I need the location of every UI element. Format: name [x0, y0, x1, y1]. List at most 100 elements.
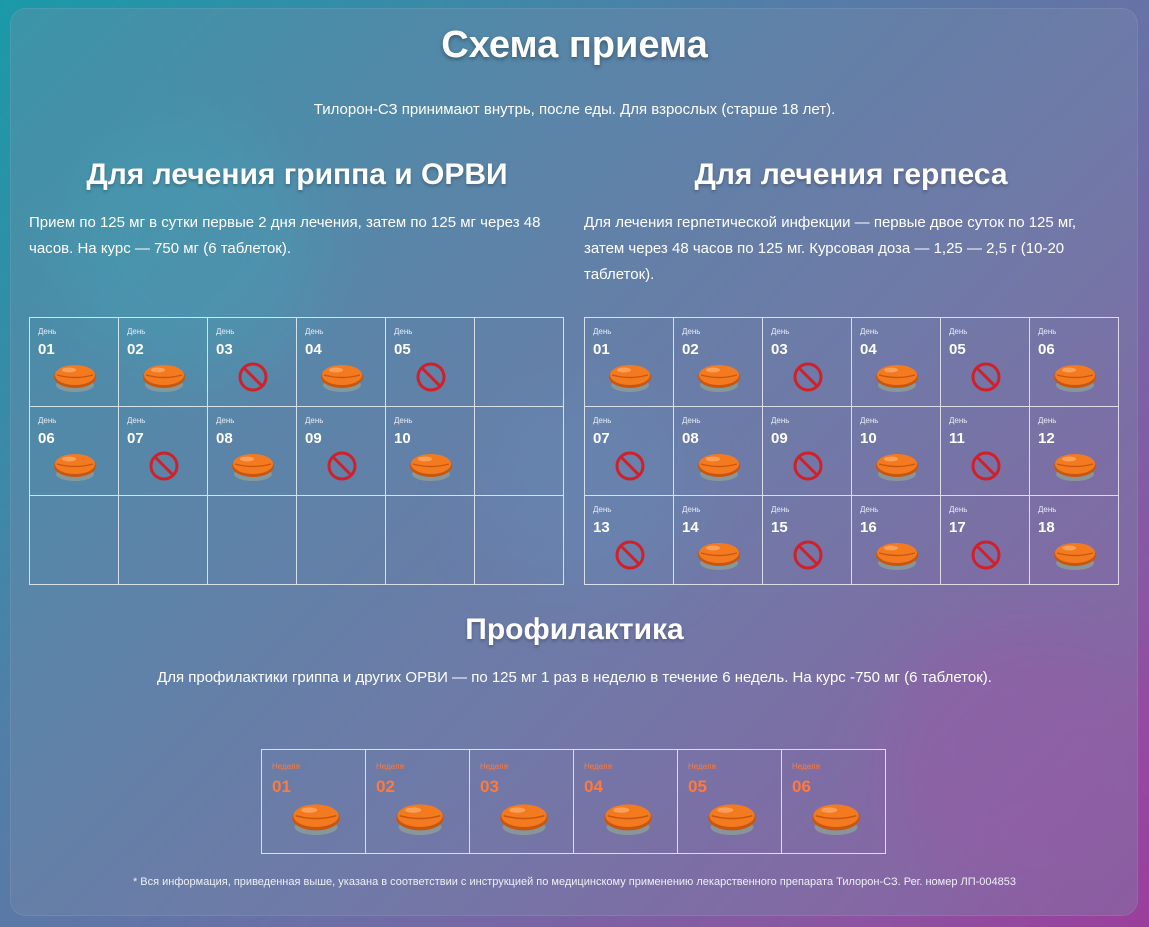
herpes-section-text: Для лечения герпетической инфекции — пер… [584, 214, 1077, 283]
flu-section-text: Прием по 125 мг в сутки первые 2 дня леч… [29, 214, 541, 257]
day-label: День [860, 416, 879, 425]
day-cell-16: День 16 [852, 496, 941, 585]
day-number: 03 [771, 341, 788, 358]
day-number: 10 [860, 430, 877, 447]
day-label: День [216, 327, 235, 336]
day-label: День [394, 327, 413, 336]
day-cell-04: День 04 [852, 318, 941, 407]
day-cell-05: День 05 [386, 318, 475, 407]
pill-icon [874, 538, 920, 572]
pill-icon [1052, 538, 1098, 572]
day-number: 09 [305, 430, 322, 447]
pill-icon [874, 449, 920, 483]
week-cell-02: Неделя 02 [366, 750, 470, 854]
week-number: 05 [688, 777, 707, 796]
prophylaxis-section-text: Для профилактики гриппа и других ОРВИ — … [157, 669, 992, 686]
day-cell-07: День 07 [119, 407, 208, 496]
herpes-section-title: Для лечения герпеса [694, 158, 1008, 191]
day-number: 07 [593, 430, 610, 447]
no-icon [785, 360, 831, 394]
prophylaxis-schedule-grid: Неделя 01 Неделя 02 Неделя 03 Неделя 04 Неделя 05… [261, 749, 886, 854]
day-label: День [593, 416, 612, 425]
day-number: 02 [127, 341, 144, 358]
day-number: 02 [682, 341, 699, 358]
day-cell-18: День 18 [1030, 496, 1119, 585]
pill-icon [1052, 449, 1098, 483]
day-label: День [593, 505, 612, 514]
week-cell-04: Неделя 04 [574, 750, 678, 854]
day-number: 13 [593, 519, 610, 536]
day-label: День [682, 416, 701, 425]
no-icon [319, 449, 365, 483]
day-number: 08 [216, 430, 233, 447]
day-label: День [860, 505, 879, 514]
day-number: 17 [949, 519, 966, 536]
empty-cell [475, 407, 564, 496]
day-cell-04: День 04 [297, 318, 386, 407]
day-cell-03: День 03 [208, 318, 297, 407]
flu-schedule-grid: День 01 День 02 День 03 День 04 День 05 День 06 День… [29, 317, 564, 585]
day-number: 01 [38, 341, 55, 358]
week-number: 04 [584, 777, 603, 796]
no-icon [607, 449, 653, 483]
pill-icon [141, 360, 187, 394]
day-number: 09 [771, 430, 788, 447]
day-label: День [682, 505, 701, 514]
day-label: День [682, 327, 701, 336]
day-cell-02: День 02 [119, 318, 208, 407]
empty-cell [475, 318, 564, 407]
empty-cell [297, 496, 386, 585]
no-icon [141, 449, 187, 483]
day-number: 06 [38, 430, 55, 447]
day-cell-10: День 10 [852, 407, 941, 496]
intro-text: Тилорон-СЗ принимают внутрь, после еды. … [313, 101, 836, 118]
pill-icon [408, 449, 454, 483]
day-cell-10: День 10 [386, 407, 475, 496]
day-cell-05: День 05 [941, 318, 1030, 407]
no-icon [963, 449, 1009, 483]
day-cell-01: День 01 [585, 318, 674, 407]
day-number: 06 [1038, 341, 1055, 358]
day-number: 08 [682, 430, 699, 447]
day-label: День [771, 505, 790, 514]
day-label: День [771, 416, 790, 425]
day-number: 05 [949, 341, 966, 358]
week-label: Неделя [584, 762, 612, 771]
day-number: 12 [1038, 430, 1055, 447]
no-icon [230, 360, 276, 394]
day-label: День [593, 327, 612, 336]
day-label: День [305, 327, 324, 336]
day-number: 18 [1038, 519, 1055, 536]
pill-icon [230, 449, 276, 483]
week-label: Неделя [792, 762, 820, 771]
day-number: 05 [394, 341, 411, 358]
week-cell-03: Неделя 03 [470, 750, 574, 854]
week-label: Неделя [480, 762, 508, 771]
day-cell-01: День 01 [30, 318, 119, 407]
pill-icon [706, 798, 758, 838]
pill-icon [394, 798, 446, 838]
day-label: День [860, 327, 879, 336]
empty-cell [475, 496, 564, 585]
week-number: 01 [272, 777, 291, 796]
pill-icon [874, 360, 920, 394]
pill-icon [696, 538, 742, 572]
day-number: 15 [771, 519, 788, 536]
day-number: 07 [127, 430, 144, 447]
herpes-schedule-grid: День 01 День 02 День 03 День 04 День 05 День 06 День… [584, 317, 1119, 585]
day-label: День [1038, 416, 1057, 425]
pill-icon [319, 360, 365, 394]
week-number: 02 [376, 777, 395, 796]
day-label: День [949, 505, 968, 514]
no-icon [785, 538, 831, 572]
day-number: 10 [394, 430, 411, 447]
week-cell-01: Неделя 01 [262, 750, 366, 854]
day-cell-08: День 08 [208, 407, 297, 496]
day-cell-03: День 03 [763, 318, 852, 407]
pill-icon [290, 798, 342, 838]
pill-icon [52, 449, 98, 483]
content-panel [10, 8, 1138, 916]
day-label: День [1038, 505, 1057, 514]
day-number: 16 [860, 519, 877, 536]
day-label: День [949, 327, 968, 336]
